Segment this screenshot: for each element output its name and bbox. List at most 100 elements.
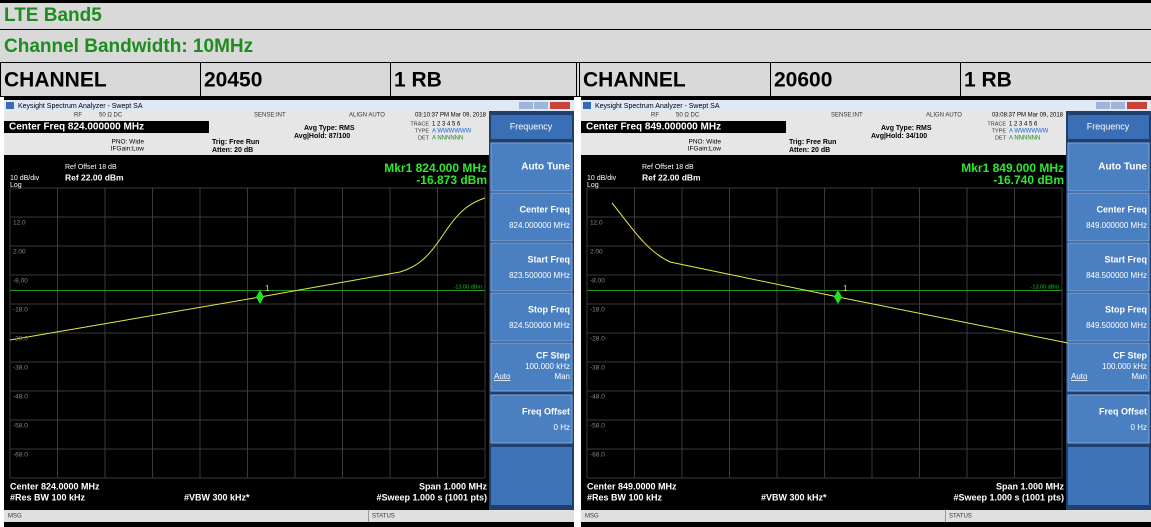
y-label: 2.00 <box>590 249 603 256</box>
cell-text: 1 RB <box>964 69 1012 92</box>
softkey[interactable] <box>490 142 573 192</box>
softkey[interactable] <box>1067 292 1150 342</box>
ref-offset: Ref Offset 18 dB <box>642 164 694 171</box>
atten: Atten: 20 dB <box>212 147 253 154</box>
softkey-label: Freq Offset <box>1099 406 1147 416</box>
center-freq-bar <box>4 121 209 133</box>
y-label: -58.0 <box>590 423 605 430</box>
close-button[interactable] <box>1127 102 1147 109</box>
y-label: -48.0 <box>590 394 605 401</box>
close-button[interactable] <box>550 102 570 109</box>
y-label: -28.0 <box>590 336 605 343</box>
softkey-label: Center Freq <box>519 204 570 214</box>
window-title: Keysight Spectrum Analyzer - Swept SA <box>18 103 143 110</box>
softkey-option: Man <box>554 372 570 381</box>
y-label: -38.0 <box>13 365 28 372</box>
softkey-value: 849.500000 MHz <box>1086 321 1147 330</box>
y-label: 2.00 <box>13 249 26 256</box>
softkey-blank <box>1068 447 1149 505</box>
det-label: DET <box>418 135 430 141</box>
cell-text: CHANNEL <box>583 69 686 92</box>
softkey-label: Stop Freq <box>1105 304 1147 314</box>
y-label: -8.00 <box>590 278 605 285</box>
softkey[interactable] <box>1067 192 1150 242</box>
footer-sweep: #Sweep 1.000 s (1001 pts) <box>953 492 1064 502</box>
y-label: -18.0 <box>590 307 605 314</box>
cell-text: 20450 <box>204 69 262 92</box>
softkey-value: 849.000000 MHz <box>1086 221 1147 230</box>
sense: SENSE:INT <box>254 113 286 119</box>
scale-type: Log <box>10 182 22 189</box>
softkey-label: Stop Freq <box>528 304 570 314</box>
ref-level: Ref 22.00 dBm <box>65 172 124 182</box>
center-freq-bar <box>581 121 786 133</box>
type-values: A WWWWWW <box>1009 129 1049 135</box>
softkey[interactable] <box>1067 342 1150 392</box>
maximize-button[interactable] <box>1111 102 1125 109</box>
footer-vbw: #VBW 300 kHz* <box>184 492 250 502</box>
status: STATUS <box>372 514 395 520</box>
cell-text: CHANNEL <box>4 69 107 92</box>
ifgain: IFGain:Low <box>111 146 145 153</box>
softkey-value: 0 Hz <box>554 423 570 432</box>
softkey[interactable] <box>490 394 573 444</box>
y-label: -68.0 <box>590 452 605 459</box>
trace <box>611 202 1069 344</box>
menu-title: Frequency <box>1087 121 1130 131</box>
pno: PNO: Wide <box>688 139 721 146</box>
softkey[interactable] <box>1067 142 1150 192</box>
y-label: -28.0 <box>13 336 28 343</box>
ref-level: Ref 22.00 dBm <box>642 172 701 182</box>
softkey[interactable] <box>1067 242 1150 292</box>
softkey-label: Start Freq <box>1104 254 1147 264</box>
softkey[interactable] <box>1067 394 1150 444</box>
timestamp: 03:08:37 PM Mar 09, 2018 <box>992 113 1064 119</box>
align: ALIGN AUTO <box>349 113 385 119</box>
status-bar <box>4 510 574 522</box>
type-label: TYPE <box>992 128 1007 134</box>
minimize-button[interactable] <box>519 102 533 109</box>
title: LTE Band5 <box>4 5 102 26</box>
window-titlebar <box>581 100 1151 111</box>
softkey[interactable] <box>490 342 573 392</box>
footer-sweep: #Sweep 1.000 s (1001 pts) <box>376 492 487 502</box>
y-label: -18.0 <box>13 307 28 314</box>
display-line-label: -13.00 dBm <box>1031 284 1060 290</box>
y-label: -8.00 <box>13 278 28 285</box>
menu-title-bg <box>491 115 572 139</box>
center-freq: Center Freq 824.000000 MHz <box>9 122 144 133</box>
footer-center: Center 849.0000 MHz <box>587 481 677 491</box>
marker-freq: Mkr1 849.000 MHz <box>961 161 1064 175</box>
msg: MSG <box>8 514 22 520</box>
trace-label: TRACE <box>987 121 1006 127</box>
footer-center: Center 824.0000 MHz <box>10 481 100 491</box>
footer-span: Span 1.000 MHz <box>419 481 488 491</box>
softkey[interactable] <box>490 242 573 292</box>
window-titlebar <box>4 100 574 111</box>
msg: MSG <box>585 514 599 520</box>
scale: 10 dB/div <box>10 175 40 182</box>
softkey[interactable] <box>490 192 573 242</box>
type-values: A WWWWWW <box>432 129 472 135</box>
softkey-label: Start Freq <box>527 254 570 264</box>
marker-id: 1 <box>843 284 848 293</box>
status-row <box>4 111 489 119</box>
footer-res-bw: #Res BW 100 kHz <box>10 492 86 502</box>
ref-offset: Ref Offset 18 dB <box>65 164 117 171</box>
minimize-button[interactable] <box>1096 102 1110 109</box>
softkey[interactable] <box>490 292 573 342</box>
pno: PNO: Wide <box>111 139 144 146</box>
app-icon <box>6 102 14 109</box>
avg-hold: Avg|Hold: 87/100 <box>294 133 350 140</box>
scale-type: Log <box>587 182 599 189</box>
input: 50 Ω DC <box>99 113 123 119</box>
app-icon <box>583 102 591 109</box>
cell-text: 1 RB <box>394 69 442 92</box>
analyzer-frame <box>4 97 574 527</box>
maximize-button[interactable] <box>534 102 548 109</box>
trace-label: TRACE <box>410 121 429 127</box>
y-label: -58.0 <box>13 423 28 430</box>
trace-values: 1 2 3 4 5 6 <box>432 122 461 128</box>
marker-id: 1 <box>265 284 270 293</box>
